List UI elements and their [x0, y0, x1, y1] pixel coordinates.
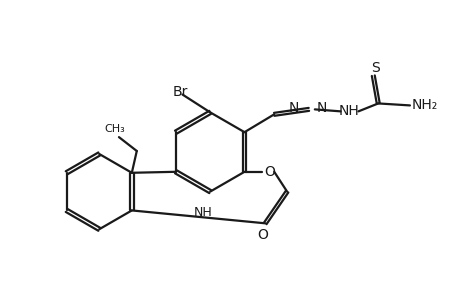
- Text: CH₃: CH₃: [104, 124, 125, 134]
- Text: O: O: [256, 228, 267, 242]
- Text: Br: Br: [172, 85, 188, 98]
- Text: S: S: [370, 61, 379, 75]
- Text: NH: NH: [338, 104, 358, 118]
- Text: NH: NH: [194, 206, 213, 219]
- Text: NH₂: NH₂: [411, 98, 437, 112]
- Text: O: O: [263, 165, 274, 179]
- Text: N: N: [288, 101, 298, 115]
- Text: N: N: [316, 101, 326, 116]
